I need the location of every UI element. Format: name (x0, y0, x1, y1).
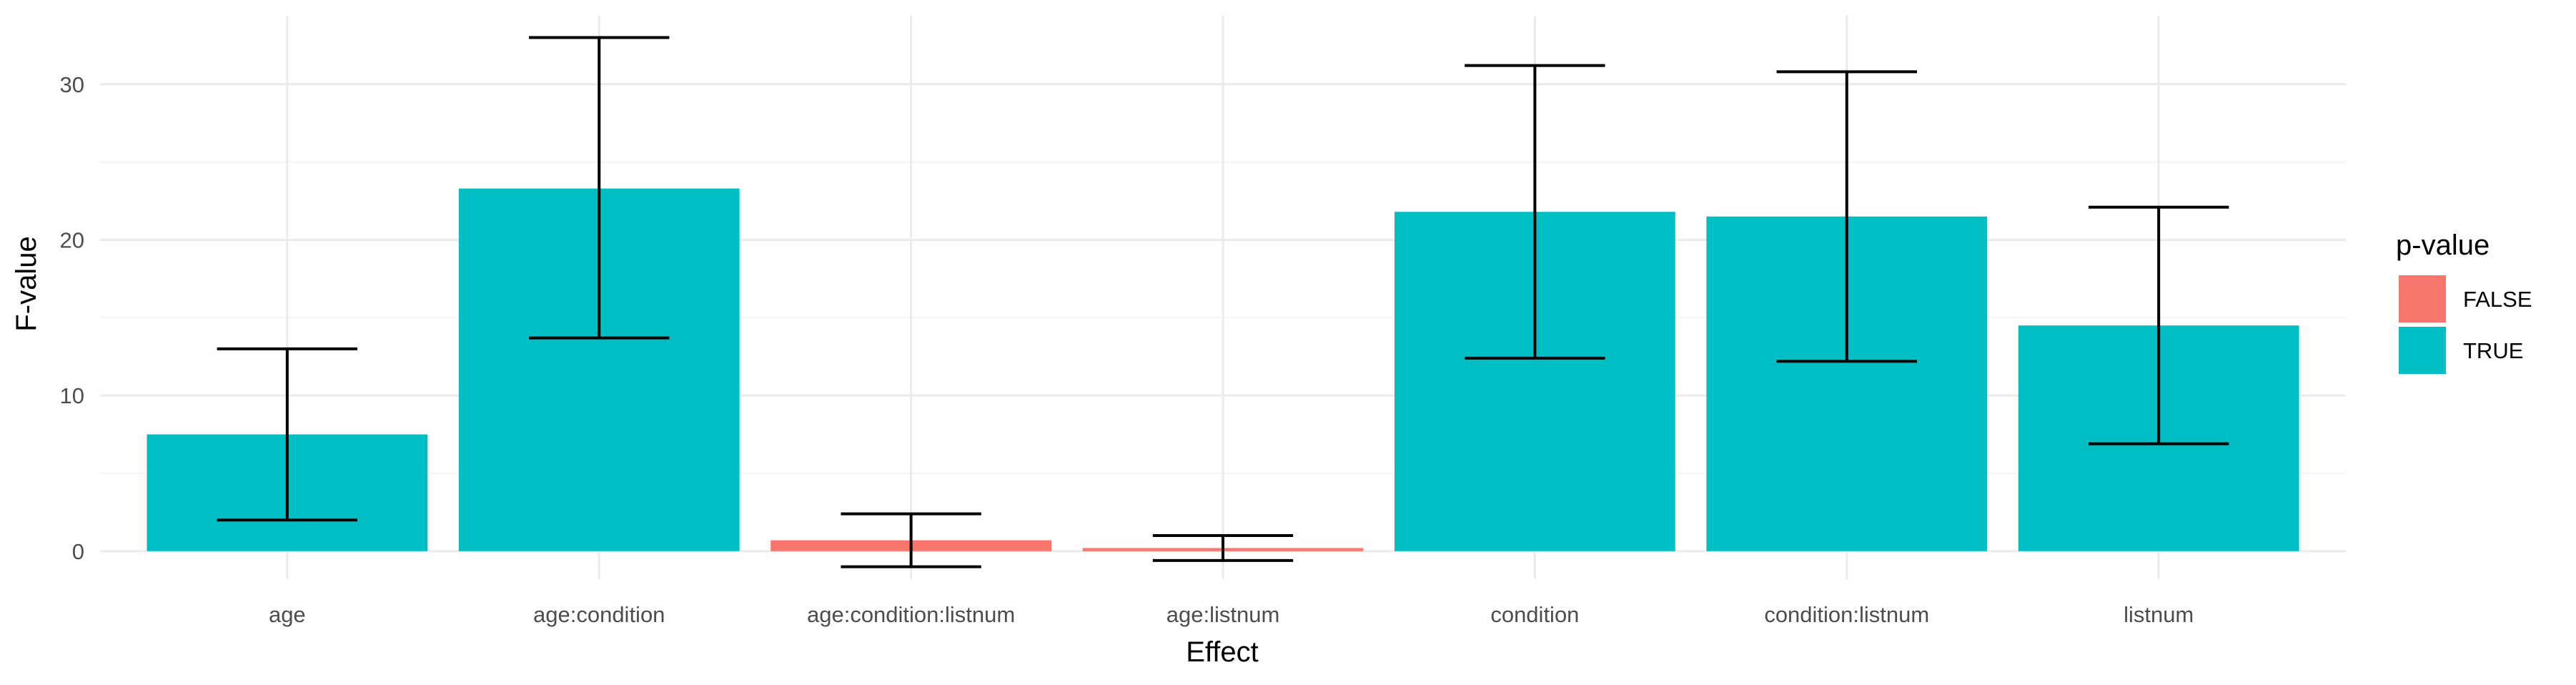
x-tick-label: age:condition (533, 602, 665, 627)
legend-label: FALSE (2463, 287, 2532, 312)
major-gridlines (100, 16, 2346, 579)
y-axis-title: F-value (11, 236, 42, 331)
legend-title: p-value (2396, 230, 2490, 261)
y-tick-label: 30 (60, 72, 84, 97)
y-tick-label: 10 (60, 383, 84, 408)
y-tick-label: 0 (72, 539, 84, 564)
legend-label: TRUE (2463, 338, 2523, 363)
x-tick-label: age (269, 602, 306, 627)
x-tick-label: age:condition:listnum (807, 602, 1015, 627)
legend-key (2399, 275, 2446, 322)
x-tick-labels: age age:condition age:condition:listnum age… (269, 602, 2194, 627)
x-tick-label: listnum (2124, 602, 2194, 627)
legend: p-value FALSE TRUE (2396, 230, 2532, 374)
x-tick-label: age:listnum (1166, 602, 1280, 627)
x-tick-label: condition (1490, 602, 1579, 627)
y-tick-label: 20 (60, 227, 84, 252)
y-tick-labels: 0 10 20 30 (60, 72, 84, 564)
legend-key (2399, 327, 2446, 374)
x-tick-label: condition:listnum (1764, 602, 1929, 627)
error-bars (217, 36, 2229, 568)
x-axis-title: Effect (1186, 636, 1259, 668)
